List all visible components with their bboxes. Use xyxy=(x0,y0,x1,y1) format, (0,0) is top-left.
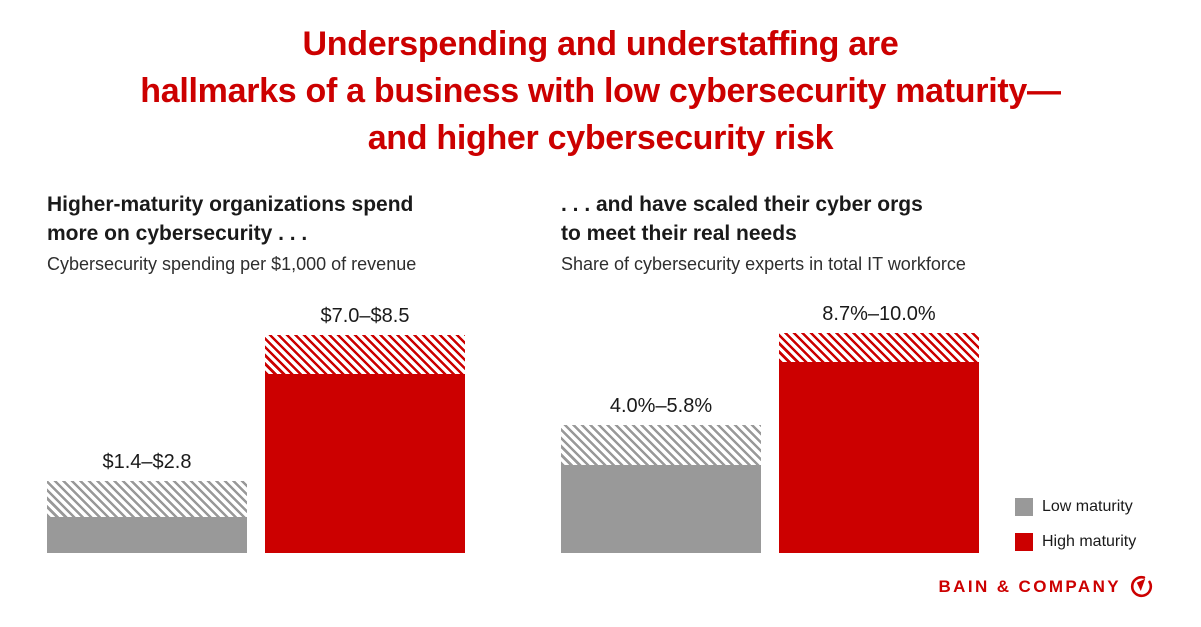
bain-compass-icon xyxy=(1130,575,1153,598)
spending-high-maturity-solid-segment xyxy=(265,374,465,553)
staffing-heading-line-1: . . . and have scaled their cyber orgs xyxy=(561,193,923,216)
staffing-chart-heading: . . . and have scaled their cyber orgs t… xyxy=(561,190,923,248)
bain-logo-text: BAIN & COMPANY xyxy=(938,576,1121,596)
title-line-3: and higher cybersecurity risk xyxy=(367,119,834,157)
title-line-2: hallmarks of a business with low cyberse… xyxy=(140,72,1061,110)
legend-label-high-maturity: High maturity xyxy=(1042,533,1137,550)
legend-item-high-maturity: High maturity xyxy=(1015,533,1136,551)
spending-heading-line-2: more on cybersecurity . . . xyxy=(47,222,308,245)
staffing-low-maturity-bar: 4.0%–5.8% xyxy=(561,395,761,553)
staffing-high-maturity-value-label: 8.7%–10.0% xyxy=(822,303,936,325)
staffing-high-maturity-hatched-segment xyxy=(779,333,979,362)
bain-logo: BAIN & COMPANY xyxy=(938,574,1154,599)
staffing-high-maturity-bar: 8.7%–10.0% xyxy=(779,303,979,553)
spending-low-maturity-value-label: $1.4–$2.8 xyxy=(102,451,192,473)
spending-high-maturity-value-label: $7.0–$8.5 xyxy=(320,305,410,327)
staffing-chart-subtitle: Share of cybersecurity experts in total … xyxy=(561,254,966,274)
spending-chart-heading: Higher-maturity organizations spend more… xyxy=(47,190,413,248)
staffing-heading-line-2: to meet their real needs xyxy=(561,222,797,245)
low-maturity-swatch xyxy=(1015,498,1033,516)
high-maturity-swatch xyxy=(1015,533,1033,551)
legend-item-low-maturity: Low maturity xyxy=(1015,498,1136,516)
spending-low-maturity-solid-segment xyxy=(47,517,247,553)
spending-heading-line-1: Higher-maturity organizations spend xyxy=(47,193,414,216)
page-title: Underspending and understaffing are hall… xyxy=(0,21,1201,162)
spending-low-maturity-hatched-segment xyxy=(47,481,247,517)
staffing-low-maturity-value-label: 4.0%–5.8% xyxy=(609,395,713,417)
staffing-low-maturity-solid-segment xyxy=(561,465,761,553)
spending-low-maturity-bar: $1.4–$2.8 xyxy=(47,451,247,553)
spending-high-maturity-bar: $7.0–$8.5 xyxy=(265,305,465,553)
staffing-low-maturity-hatched-segment xyxy=(561,425,761,465)
staffing-high-maturity-solid-segment xyxy=(779,362,979,553)
spending-chart-subtitle: Cybersecurity spending per $1,000 of rev… xyxy=(47,254,417,274)
chart-legend: Low maturity High maturity xyxy=(1015,498,1136,551)
legend-label-low-maturity: Low maturity xyxy=(1042,498,1133,515)
spending-high-maturity-hatched-segment xyxy=(265,335,465,374)
title-line-1: Underspending and understaffing are xyxy=(302,25,899,63)
